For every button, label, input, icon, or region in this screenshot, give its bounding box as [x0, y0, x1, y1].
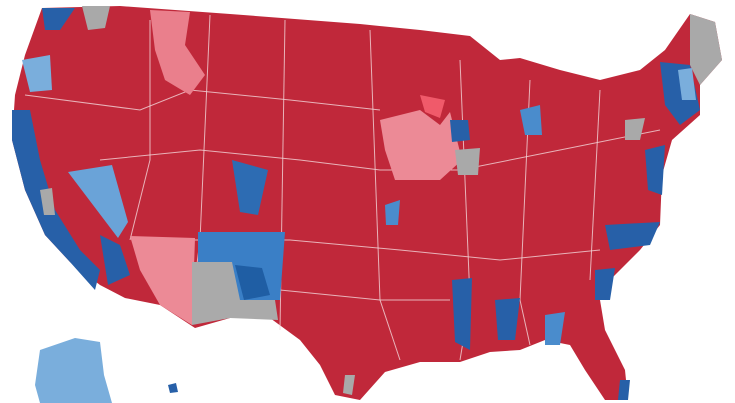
region-blue: [385, 200, 400, 225]
hawaii: [168, 383, 178, 393]
region-lightblue: [68, 165, 128, 238]
region-gray: [40, 188, 55, 215]
region-gray: [625, 118, 645, 140]
region-pink: [380, 110, 462, 180]
region-blue: [232, 160, 268, 215]
region-blue: [450, 120, 470, 142]
region-lightblue: [678, 68, 696, 100]
region-lightblue: [22, 55, 52, 92]
region-blue: [545, 312, 565, 345]
region-blue: [12, 110, 100, 290]
region-gray: [192, 262, 278, 325]
region-pink: [130, 236, 195, 325]
region-gray: [82, 6, 110, 30]
region-gray: [455, 148, 480, 175]
region-blue: [495, 298, 520, 340]
region-blue: [618, 380, 630, 400]
region-blue: [42, 8, 75, 30]
region-blue: [452, 278, 472, 350]
alaska: [35, 338, 112, 403]
region-pink: [420, 95, 445, 118]
region-blue: [605, 222, 660, 250]
region-blue: [595, 268, 615, 300]
region-gray: [690, 14, 722, 85]
region-blue: [645, 145, 665, 195]
region-gray: [343, 375, 355, 395]
region-blue-dark: [235, 265, 270, 300]
region-pink: [150, 10, 205, 95]
region-blue: [520, 105, 542, 135]
region-blue: [100, 235, 130, 285]
